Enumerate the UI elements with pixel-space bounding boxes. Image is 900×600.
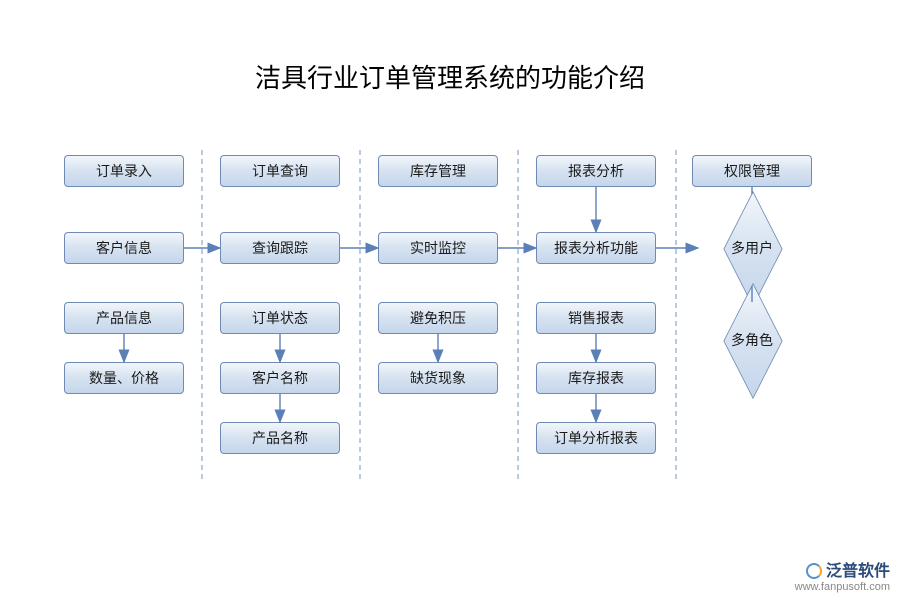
watermark-brand: 泛普软件	[826, 563, 890, 580]
node-d3: 库存报表	[536, 362, 656, 394]
logo-icon	[806, 563, 822, 579]
watermark-url: www.fanpusoft.com	[795, 581, 890, 594]
node-c2: 避免积压	[378, 302, 498, 334]
node-a1: 客户信息	[64, 232, 184, 264]
watermark: 泛普软件 www.fanpusoft.com	[795, 562, 890, 594]
node-b4: 产品名称	[220, 422, 340, 454]
diagram-title: 洁具行业订单管理系统的功能介绍	[0, 58, 900, 95]
diamond-e1: 多用户	[722, 218, 782, 278]
node-b1: 查询跟踪	[220, 232, 340, 264]
node-h5: 权限管理	[692, 155, 812, 187]
node-d2: 销售报表	[536, 302, 656, 334]
node-b2: 订单状态	[220, 302, 340, 334]
node-d4: 订单分析报表	[536, 422, 656, 454]
node-h1: 订单录入	[64, 155, 184, 187]
node-c3: 缺货现象	[378, 362, 498, 394]
node-h2: 订单查询	[220, 155, 340, 187]
node-b3: 客户名称	[220, 362, 340, 394]
node-a3: 数量、价格	[64, 362, 184, 394]
node-h4: 报表分析	[536, 155, 656, 187]
node-a2: 产品信息	[64, 302, 184, 334]
node-h3: 库存管理	[378, 155, 498, 187]
node-d1: 报表分析功能	[536, 232, 656, 264]
diamond-e2: 多角色	[722, 310, 782, 370]
node-c1: 实时监控	[378, 232, 498, 264]
